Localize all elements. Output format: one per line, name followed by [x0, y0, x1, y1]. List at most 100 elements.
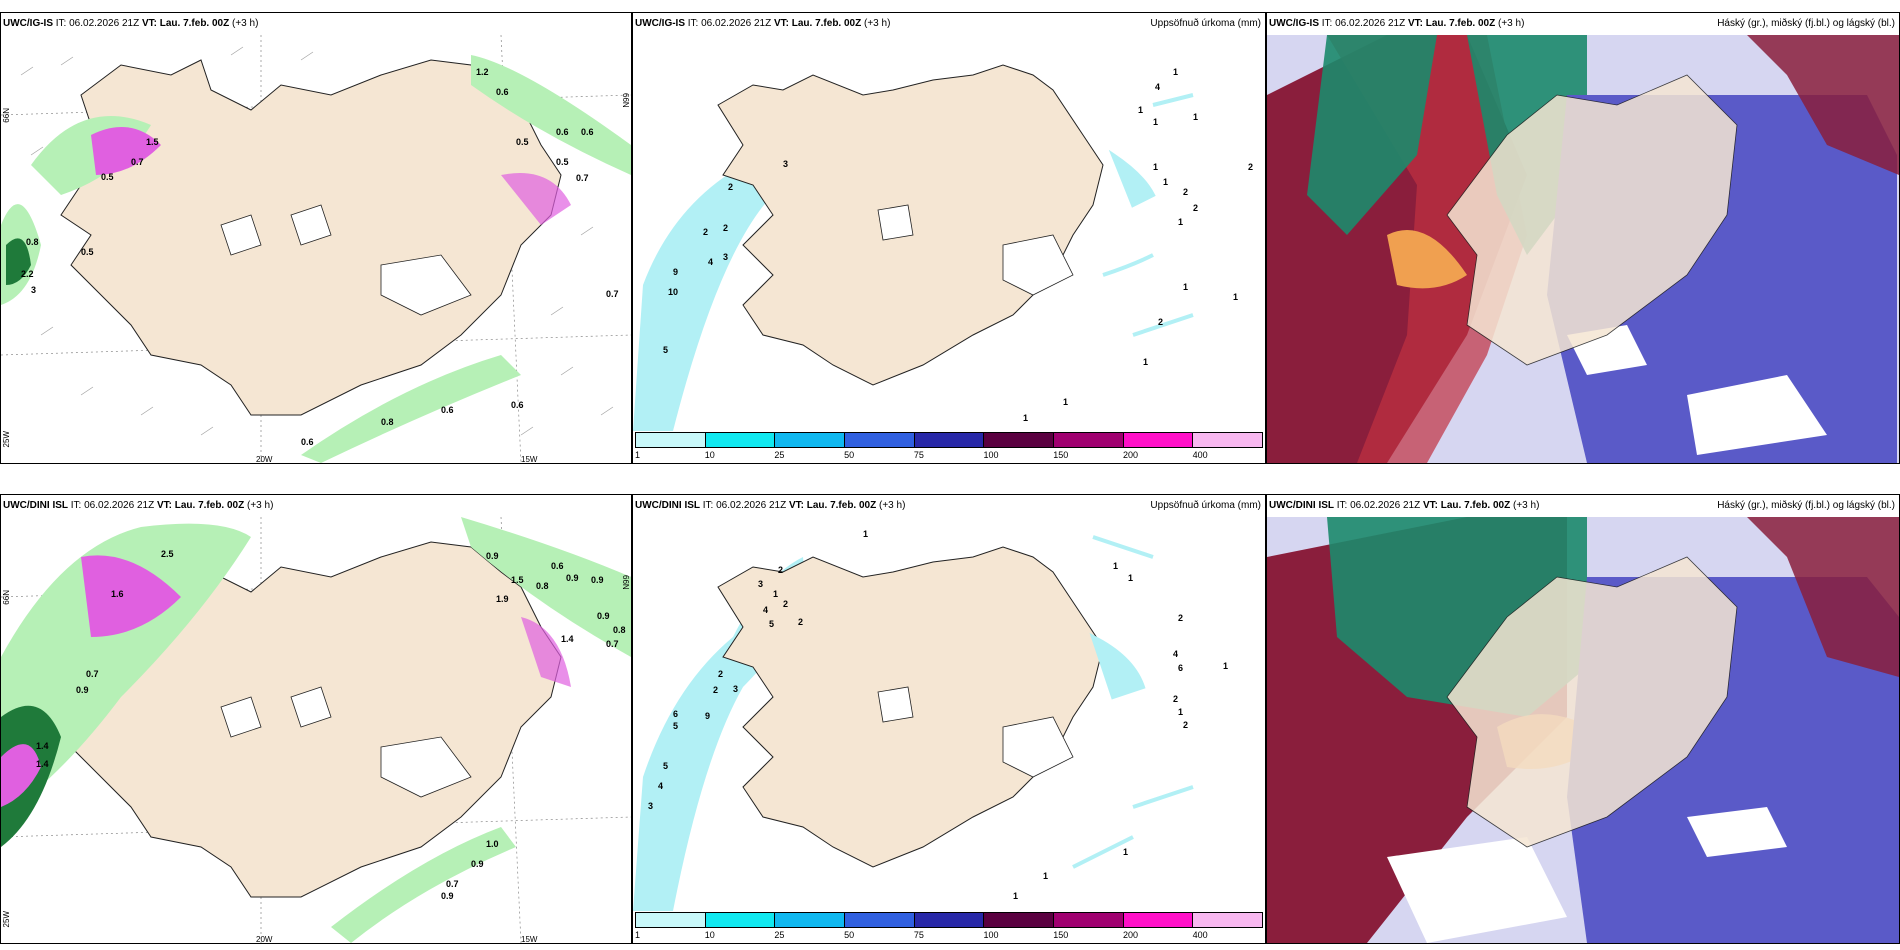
init-time: 06.02.2026 21Z [1335, 18, 1406, 29]
model-name: UWC/DINI ISL [3, 500, 68, 511]
svg-text:2: 2 [723, 223, 728, 233]
svg-text:0.7: 0.7 [606, 639, 619, 649]
model-name: UWC/DINI ISL [1269, 500, 1334, 511]
svg-text:0.6: 0.6 [301, 437, 314, 447]
svg-text:2.5: 2.5 [161, 549, 174, 559]
svg-text:0.6: 0.6 [511, 400, 524, 410]
svg-text:2: 2 [1183, 720, 1188, 730]
svg-text:2: 2 [718, 669, 723, 679]
lead-time: (+3 h) [864, 18, 891, 29]
svg-text:9: 9 [705, 711, 710, 721]
lon-label-20w: 20W [256, 935, 273, 944]
svg-text:2: 2 [703, 227, 708, 237]
svg-text:3: 3 [783, 159, 788, 169]
svg-text:2: 2 [728, 182, 733, 192]
legend-swatch [1054, 913, 1124, 927]
svg-text:1.2: 1.2 [476, 67, 489, 77]
legend-tick: 75 [913, 930, 924, 940]
map-wind-precip: 1.5 0.9 0.6 0.9 0.9 0.9 0.8 0.7 0.8 1.4 … [1, 517, 631, 943]
svg-text:0.5: 0.5 [81, 247, 94, 257]
svg-text:1: 1 [1223, 661, 1228, 671]
svg-text:2: 2 [1158, 317, 1163, 327]
svg-text:1: 1 [1123, 847, 1128, 857]
svg-text:5: 5 [769, 619, 774, 629]
map-accum-precip: 1 2 3 1 2 4 5 2 2 2 3 9 6 5 5 4 3 1 1 2 … [633, 517, 1265, 911]
svg-text:0.6: 0.6 [551, 561, 564, 571]
legend-tick: 400 [1192, 450, 1208, 460]
svg-text:1.4: 1.4 [36, 759, 49, 769]
svg-text:1.0: 1.0 [486, 839, 499, 849]
value-labels: 1 2 3 1 2 4 5 2 2 2 3 9 6 5 5 4 3 1 1 2 … [648, 529, 1228, 901]
lat-label-left: 66N [2, 590, 11, 605]
svg-text:0.5: 0.5 [556, 157, 569, 167]
svg-text:1: 1 [1013, 891, 1018, 901]
svg-text:0.5: 0.5 [516, 137, 529, 147]
valid-time: Lau. 7.feb. 00Z [174, 500, 245, 511]
legend-swatch [984, 433, 1055, 447]
svg-text:2: 2 [1248, 162, 1253, 172]
legend-tick: 50 [844, 930, 855, 940]
legend-tick: 150 [1053, 930, 1069, 940]
svg-text:1: 1 [1163, 177, 1168, 187]
model-name: UWC/IG-IS [3, 18, 53, 29]
lead-time: (+3 h) [247, 500, 274, 511]
svg-text:0.6: 0.6 [581, 127, 594, 137]
svg-text:4: 4 [708, 257, 713, 267]
legend-tick: 100 [983, 450, 999, 460]
svg-text:1: 1 [1023, 413, 1028, 423]
svg-text:0.9: 0.9 [591, 575, 604, 585]
svg-text:0.9: 0.9 [441, 891, 454, 901]
svg-text:0.6: 0.6 [496, 87, 509, 97]
legend-tick: 1 [635, 450, 641, 460]
panel-header: UWC/DINI ISL IT: 06.02.2026 21Z VT: Lau.… [3, 500, 274, 511]
svg-text:0.7: 0.7 [576, 173, 589, 183]
valid-time: Lau. 7.feb. 00Z [159, 18, 230, 29]
valid-time: Lau. 7.feb. 00Z [1425, 18, 1496, 29]
svg-text:3: 3 [733, 684, 738, 694]
svg-text:4: 4 [1155, 82, 1160, 92]
panel-bottom-mid-accum-precip: UWC/DINI ISL IT: 06.02.2026 21Z VT: Lau.… [632, 494, 1266, 944]
svg-text:9: 9 [673, 267, 678, 277]
panel-top-left-wind-precip: UWC/IG-IS IT: 06.02.2026 21Z VT: Lau. 7.… [0, 12, 632, 464]
svg-text:4: 4 [658, 781, 663, 791]
valid-time: Lau. 7.feb. 00Z [1440, 500, 1511, 511]
legend-swatch [705, 913, 776, 927]
svg-text:0.9: 0.9 [76, 685, 89, 695]
svg-text:0.9: 0.9 [597, 611, 610, 621]
legend-tick: 200 [1122, 930, 1138, 940]
init-time: 06.02.2026 21Z [69, 18, 140, 29]
svg-text:1.6: 1.6 [111, 589, 124, 599]
svg-text:1: 1 [1193, 112, 1198, 122]
lat-label-right: 66N [621, 575, 630, 590]
svg-text:1: 1 [863, 529, 868, 539]
legend-tick: 10 [704, 930, 715, 940]
svg-text:0.7: 0.7 [446, 879, 459, 889]
legend-swatch [775, 913, 846, 927]
panel-title: Uppsöfnuð úrkoma (mm) [1150, 500, 1261, 511]
model-name: UWC/IG-IS [1269, 18, 1319, 29]
panel-header: UWC/IG-IS IT: 06.02.2026 21Z VT: Lau. 7.… [3, 18, 259, 29]
svg-text:1: 1 [1113, 561, 1118, 571]
svg-text:2: 2 [778, 565, 783, 575]
svg-text:2: 2 [798, 617, 803, 627]
legend-swatch [636, 433, 706, 447]
svg-text:2.2: 2.2 [21, 269, 34, 279]
svg-text:0.7: 0.7 [131, 157, 144, 167]
map-clouds [1267, 35, 1899, 463]
svg-text:10: 10 [668, 287, 678, 297]
lead-time: (+3 h) [232, 18, 259, 29]
svg-text:0.5: 0.5 [101, 172, 114, 182]
svg-text:1: 1 [1153, 162, 1158, 172]
svg-text:0.7: 0.7 [606, 289, 619, 299]
svg-text:6: 6 [1178, 663, 1183, 673]
svg-text:0.8: 0.8 [381, 417, 394, 427]
svg-text:3: 3 [31, 285, 36, 295]
legend-swatch [1123, 433, 1194, 447]
panel-top-mid-accum-precip: UWC/IG-IS IT: 06.02.2026 21Z VT: Lau. 7.… [632, 12, 1266, 464]
model-name: UWC/DINI ISL [635, 500, 700, 511]
panel-header: UWC/DINI ISL IT: 06.02.2026 21Z VT: Lau.… [1267, 495, 1899, 517]
svg-text:1: 1 [1178, 707, 1183, 717]
svg-text:2: 2 [1193, 203, 1198, 213]
svg-text:0.9: 0.9 [566, 573, 579, 583]
svg-text:1: 1 [1128, 573, 1133, 583]
